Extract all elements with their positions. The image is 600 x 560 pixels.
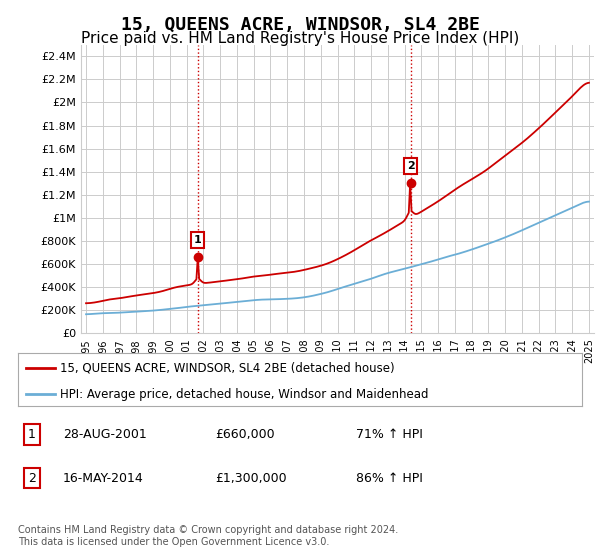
Text: 15, QUEENS ACRE, WINDSOR, SL4 2BE (detached house): 15, QUEENS ACRE, WINDSOR, SL4 2BE (detac… bbox=[60, 361, 395, 374]
Text: 1: 1 bbox=[194, 235, 202, 245]
Text: Contains HM Land Registry data © Crown copyright and database right 2024.
This d: Contains HM Land Registry data © Crown c… bbox=[18, 525, 398, 547]
Text: Price paid vs. HM Land Registry's House Price Index (HPI): Price paid vs. HM Land Registry's House … bbox=[81, 31, 519, 46]
Text: 15, QUEENS ACRE, WINDSOR, SL4 2BE: 15, QUEENS ACRE, WINDSOR, SL4 2BE bbox=[121, 16, 479, 34]
Text: HPI: Average price, detached house, Windsor and Maidenhead: HPI: Average price, detached house, Wind… bbox=[60, 388, 429, 401]
Text: 2: 2 bbox=[407, 161, 415, 171]
Text: 1: 1 bbox=[28, 428, 36, 441]
Text: 28-AUG-2001: 28-AUG-2001 bbox=[63, 428, 147, 441]
Text: £660,000: £660,000 bbox=[215, 428, 275, 441]
Text: 71% ↑ HPI: 71% ↑ HPI bbox=[356, 428, 423, 441]
Text: 16-MAY-2014: 16-MAY-2014 bbox=[63, 472, 144, 484]
Text: 2: 2 bbox=[28, 472, 36, 484]
Text: 86% ↑ HPI: 86% ↑ HPI bbox=[356, 472, 423, 484]
Text: £1,300,000: £1,300,000 bbox=[215, 472, 287, 484]
